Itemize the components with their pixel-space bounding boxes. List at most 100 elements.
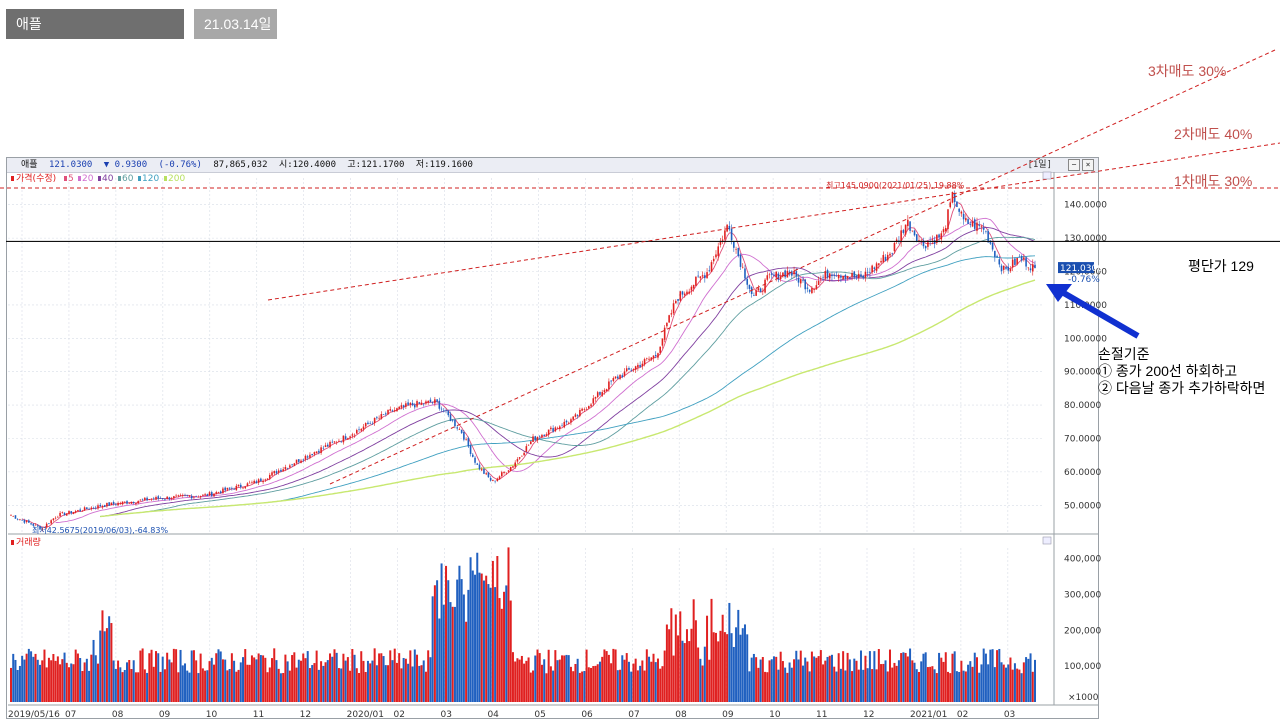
candle-body xyxy=(119,503,122,505)
volume-bar xyxy=(873,651,876,702)
candle-body xyxy=(188,496,191,497)
volume-bar xyxy=(288,670,291,702)
volume-bar xyxy=(601,656,604,702)
volume-bar xyxy=(373,648,376,702)
volume-bar xyxy=(344,660,347,702)
candle-body xyxy=(282,469,284,472)
volume-bar xyxy=(286,661,289,702)
candle-body xyxy=(811,288,813,294)
candle-body xyxy=(90,507,93,509)
volume-bar xyxy=(942,661,945,702)
candle-body xyxy=(976,222,978,231)
volume-bar xyxy=(355,668,358,702)
volume-bar xyxy=(922,653,925,702)
volume-bar xyxy=(137,672,140,702)
volume-bar xyxy=(56,656,59,702)
tab-date-label: 21.03.14일 xyxy=(204,16,272,32)
candle-body xyxy=(581,408,583,411)
candle-body xyxy=(286,467,289,469)
candle-body xyxy=(690,286,693,291)
volume-bar xyxy=(61,659,64,702)
candle-body xyxy=(1034,264,1036,269)
candle-body xyxy=(728,225,731,230)
candle-body xyxy=(882,254,885,263)
period-selector[interactable]: [1일] xyxy=(1027,160,1052,170)
sell3-trendline xyxy=(329,49,1276,485)
close-icon[interactable]: × xyxy=(1082,159,1094,171)
candle-body xyxy=(793,270,795,275)
volume-bar xyxy=(755,657,758,702)
candle-body xyxy=(900,230,902,243)
volume-bar xyxy=(578,672,581,702)
candle-body xyxy=(224,487,226,491)
last-change-tag-label: -0.76% xyxy=(1068,275,1100,285)
candle-body xyxy=(43,527,46,528)
candle-body xyxy=(456,427,458,429)
volume-bar xyxy=(933,669,936,702)
candle-body xyxy=(210,492,213,496)
volume-bar xyxy=(654,662,657,702)
volume-bar xyxy=(706,615,709,702)
candle-body xyxy=(148,499,151,501)
candle-body xyxy=(101,506,104,508)
volume-bar xyxy=(170,662,173,702)
candle-body xyxy=(291,464,293,466)
candle-body xyxy=(425,401,427,404)
candle-body xyxy=(922,240,925,247)
minimize-icon[interactable]: − xyxy=(1068,159,1080,171)
candle-body xyxy=(83,507,86,511)
volume-bar xyxy=(815,657,818,702)
candle-body xyxy=(41,528,44,530)
candle-body xyxy=(862,275,865,278)
volume-bar xyxy=(661,666,664,702)
volume-bar xyxy=(701,665,704,702)
volume-bar xyxy=(188,672,191,702)
volume-bar xyxy=(509,600,512,702)
volume-bar xyxy=(65,662,68,702)
volume-bar xyxy=(788,662,791,702)
candle-body xyxy=(161,498,164,500)
volume-bar xyxy=(141,648,144,702)
volume-bar xyxy=(47,657,50,702)
candle-body xyxy=(315,451,318,454)
candle-body xyxy=(634,366,637,370)
candle-body xyxy=(1014,258,1016,265)
candle-body xyxy=(150,498,153,500)
tab-title[interactable]: 애플 xyxy=(6,9,184,39)
volume-bar xyxy=(612,648,615,702)
volume-bar xyxy=(610,663,613,702)
volume-bar xyxy=(741,628,744,702)
candle-body xyxy=(875,263,878,271)
volume-bar xyxy=(208,661,211,702)
candle-body xyxy=(795,271,798,277)
volume-bar xyxy=(846,652,849,702)
candle-body xyxy=(574,414,577,417)
volume-bar xyxy=(81,671,84,702)
candle-body xyxy=(985,231,987,233)
volume-bar xyxy=(743,624,746,702)
volume-bar xyxy=(411,666,414,702)
volume-bar xyxy=(833,666,836,702)
volume-bar xyxy=(230,653,233,702)
candle-body xyxy=(712,258,715,262)
candle-body xyxy=(231,488,233,489)
x-tick-label: 02 xyxy=(957,710,968,720)
volume-bar xyxy=(273,648,276,702)
volume-bar xyxy=(166,652,169,702)
volume-bar xyxy=(895,665,898,702)
candle-body xyxy=(226,487,229,490)
volume-bar xyxy=(271,658,274,702)
volume-bar xyxy=(23,659,26,702)
price-tick-label: 140.0000 xyxy=(1064,201,1107,211)
volume-bar xyxy=(917,671,920,702)
candle-body xyxy=(503,471,505,473)
candle-body xyxy=(672,303,675,314)
candle-body xyxy=(1018,256,1021,258)
tab-date[interactable]: 21.03.14일 xyxy=(194,9,277,39)
volume-bar xyxy=(157,653,160,702)
candle-body xyxy=(594,397,597,399)
volume-bar xyxy=(554,650,557,702)
volume-bar xyxy=(393,648,396,702)
candle-body xyxy=(956,201,958,208)
volume-bar xyxy=(572,671,575,702)
